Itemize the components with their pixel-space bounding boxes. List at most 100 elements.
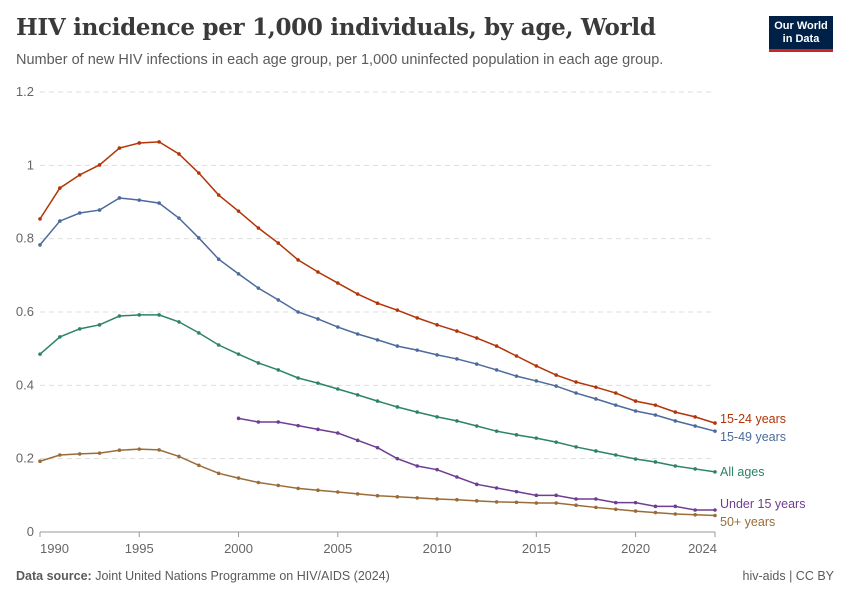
data-point [653,403,658,407]
data-point [137,198,142,202]
data-source: Data source: Joint United Nations Progra… [16,569,390,583]
data-point [97,208,102,212]
data-point [713,429,717,433]
source-link[interactable]: Joint United Nations Programme on HIV/AI… [95,569,390,583]
data-point [276,298,281,302]
data-point [335,281,340,285]
data-point [455,357,459,361]
data-point [97,451,102,455]
data-point [395,495,400,499]
data-point [713,421,717,425]
data-point [494,429,499,433]
data-point [494,486,499,490]
data-point [375,493,380,498]
data-point [613,403,618,407]
series-label: 15-24 years [720,412,786,426]
data-point [554,493,558,498]
data-point [395,456,400,461]
data-point [355,292,360,296]
data-point [256,361,261,365]
data-point [236,352,241,356]
y-tick-label: 0.6 [16,304,34,319]
data-point [415,316,420,320]
x-tick-label: 2005 [323,541,352,556]
data-point [197,236,201,240]
data-point [435,467,439,472]
data-point [58,219,62,223]
y-tick-label: 0.4 [16,377,34,392]
y-tick-label: 0.2 [16,451,34,466]
data-point [435,353,439,357]
data-point [395,344,400,348]
data-point [197,331,201,335]
data-point [157,448,161,452]
x-tick-label: 1990 [40,541,69,556]
series-label: Under 15 years [720,497,805,511]
data-point [197,463,201,468]
data-point [534,493,539,498]
data-point [375,301,380,306]
data-point [415,410,420,414]
data-point [613,507,618,512]
owid-logo[interactable]: Our World in Data [769,16,833,52]
data-point [256,420,261,424]
data-point [613,453,618,457]
data-point [316,427,320,432]
data-point [117,314,122,318]
data-point [77,173,82,177]
data-point [574,497,578,501]
data-point [455,497,459,502]
data-point [514,374,519,378]
data-point [514,489,519,494]
data-point [296,486,300,491]
data-point [256,286,261,290]
data-point [653,413,658,417]
source-label: Data source: [16,569,92,583]
data-point [236,209,241,213]
y-tick-label: 1.2 [16,84,34,99]
data-point [514,354,519,358]
data-point [197,171,201,175]
data-point [713,470,717,474]
data-point [256,480,261,485]
data-point [157,201,161,205]
data-point [653,504,658,509]
data-point [355,438,360,443]
data-point [77,452,82,456]
data-point [594,385,598,389]
data-point [276,420,281,424]
data-point [653,510,658,515]
license[interactable]: hiv-aids | CC BY [742,569,834,583]
data-point [38,352,42,356]
data-point [514,433,519,437]
chart-title: HIV incidence per 1,000 individuals, by … [16,14,656,41]
data-point [534,364,539,368]
data-point [316,270,320,274]
data-point [276,368,281,372]
series-label: 50+ years [720,515,775,529]
series-line-15-24-years [39,141,716,424]
data-point [455,329,459,333]
data-point [633,500,638,505]
data-point [554,373,558,377]
data-point [594,449,598,453]
data-point [117,196,122,200]
data-point [335,490,340,494]
data-point [415,348,420,352]
data-point [177,152,181,156]
data-point [77,327,82,331]
data-point [435,497,439,501]
data-point [474,499,479,503]
data-point [375,445,380,450]
data-point [316,488,320,493]
data-point [494,344,499,348]
data-point [236,416,241,421]
x-tick-label: 2010 [423,541,452,556]
data-point [38,459,42,464]
data-point [316,317,320,321]
data-point [534,436,539,440]
data-point [534,501,539,505]
data-point [594,397,598,401]
